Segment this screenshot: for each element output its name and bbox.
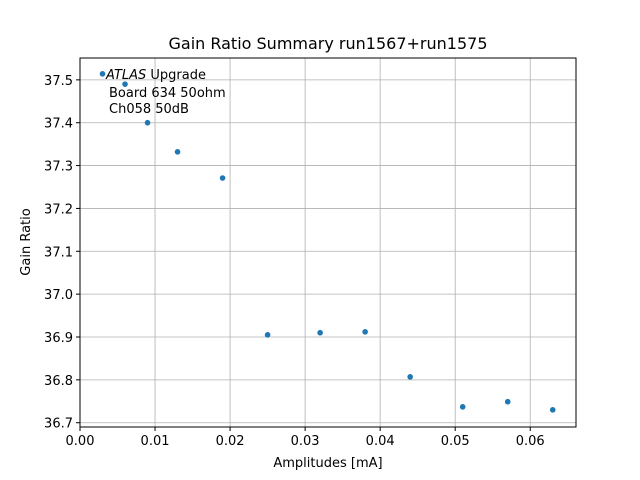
y-tick-label: 37.0 <box>44 288 73 303</box>
x-tick-label: 0.04 <box>366 434 395 449</box>
data-point <box>99 71 106 77</box>
x-tick-label: 0.02 <box>216 434 245 449</box>
y-tick-label: 37.2 <box>44 202 73 217</box>
data-point <box>362 329 368 335</box>
annotation: ATLAS Upgrade Board 634 50ohm Ch058 50dB <box>105 68 226 117</box>
y-tick-label: 37.4 <box>44 117 73 132</box>
data-point <box>459 404 466 410</box>
y-tick-label: 37.3 <box>44 160 73 175</box>
x-tick-label: 0.00 <box>66 434 95 449</box>
x-tick-label: 0.06 <box>516 434 545 449</box>
data-point <box>549 407 556 413</box>
annotation-upgrade: Upgrade <box>146 68 206 83</box>
grid <box>79 58 576 427</box>
y-tick-label: 36.9 <box>44 331 73 346</box>
svg-text:ATLAS Upgrade: ATLAS Upgrade <box>105 68 206 83</box>
y-axis-label: Gain Ratio <box>19 208 34 275</box>
chart-title: Gain Ratio Summary run1567+run1575 <box>168 34 487 53</box>
y-tick-label: 37.1 <box>44 245 73 260</box>
y-tick-label: 36.7 <box>44 417 73 432</box>
x-tick-label: 0.01 <box>141 434 170 449</box>
annotation-channel: Ch058 50dB <box>109 102 189 117</box>
data-point <box>504 398 511 405</box>
plot-frame <box>79 57 577 428</box>
data-point <box>122 81 128 87</box>
data-point <box>219 175 226 181</box>
data-points <box>99 71 556 413</box>
annotation-board: Board 634 50ohm <box>109 86 226 101</box>
data-point <box>317 329 323 336</box>
data-point <box>407 374 413 380</box>
y-tick-label: 36.8 <box>44 374 73 389</box>
x-axis-label: Amplitudes [mA] <box>273 456 382 471</box>
x-tick-label: 0.05 <box>441 434 470 449</box>
annotation-atlas: ATLAS <box>105 68 146 83</box>
data-point <box>264 332 271 338</box>
data-point <box>144 119 151 126</box>
data-point <box>174 149 181 155</box>
ticks: 0.00 0.01 0.02 0.03 0.04 0.05 0.06 36.7 36.8 36.9… <box>44 74 545 449</box>
y-tick-label: 37.5 <box>44 74 73 89</box>
x-tick-label: 0.03 <box>291 434 320 449</box>
